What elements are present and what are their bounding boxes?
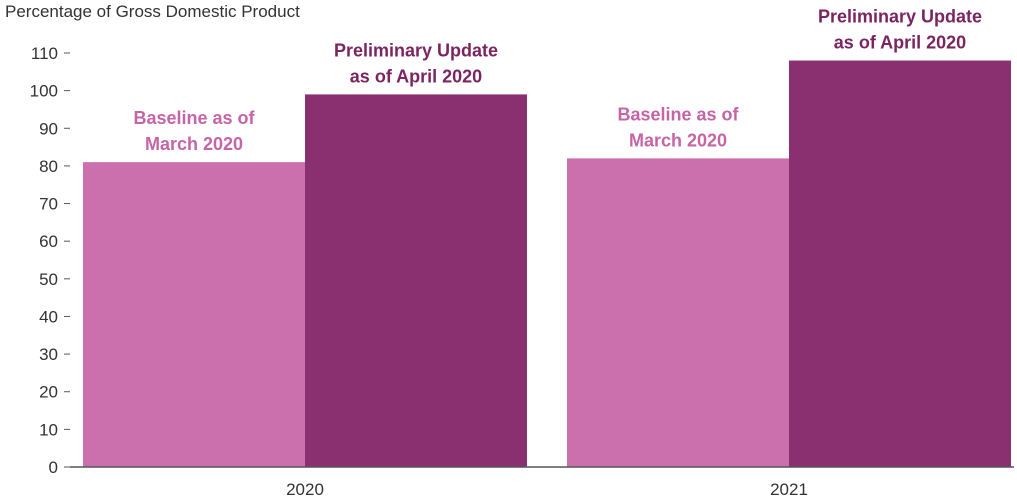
y-tick-label: 0 <box>49 458 58 477</box>
x-category-label: 2021 <box>770 480 808 499</box>
data-labels: Baseline as of March 2020 Preliminary Upda… <box>133 7 982 155</box>
bar-label-2021-series-2-line-1: Preliminary Update <box>818 7 982 27</box>
bar-label-2021-series-2-line-2: as of April 2020 <box>834 33 966 53</box>
bar-2020-series-2 <box>305 94 527 468</box>
bar-2021-series-1 <box>567 158 789 467</box>
bar-2021-series-2 <box>789 60 1011 467</box>
bar-label-2020-series-2-line-2: as of April 2020 <box>350 66 482 86</box>
bar-label-2021-series-1-line-2: March 2020 <box>629 130 727 150</box>
unit-label: Percentage of Gross Domestic Product <box>5 2 300 21</box>
y-tick-label: 110 <box>31 44 58 63</box>
y-tick-label: 30 <box>39 345 58 364</box>
bar-label-2020-series-1-line-1: Baseline as of <box>133 108 255 128</box>
y-axis-ticks: 0 10 20 30 40 50 60 70 80 90 100 110 <box>30 44 70 477</box>
bar-label-2020-series-1-line-2: March 2020 <box>145 134 243 154</box>
bar-2020-series-1 <box>83 162 305 468</box>
x-category-label: 2020 <box>286 480 324 499</box>
bar-label-2021-series-1-line-1: Baseline as of <box>617 104 739 124</box>
bars <box>83 60 1011 468</box>
x-axis-labels: 2020 2021 <box>286 480 808 499</box>
y-tick-label: 40 <box>39 307 58 326</box>
y-tick-label: 50 <box>39 270 58 289</box>
y-tick-label: 90 <box>39 119 58 138</box>
y-tick-label: 70 <box>39 195 58 214</box>
y-tick-label: 100 <box>30 82 58 101</box>
bar-label-2020-series-2-line-1: Preliminary Update <box>334 40 498 60</box>
y-tick-label: 10 <box>39 420 58 439</box>
y-tick-label: 60 <box>39 232 58 251</box>
y-tick-label: 80 <box>39 157 58 176</box>
y-tick-label: 20 <box>39 383 58 402</box>
